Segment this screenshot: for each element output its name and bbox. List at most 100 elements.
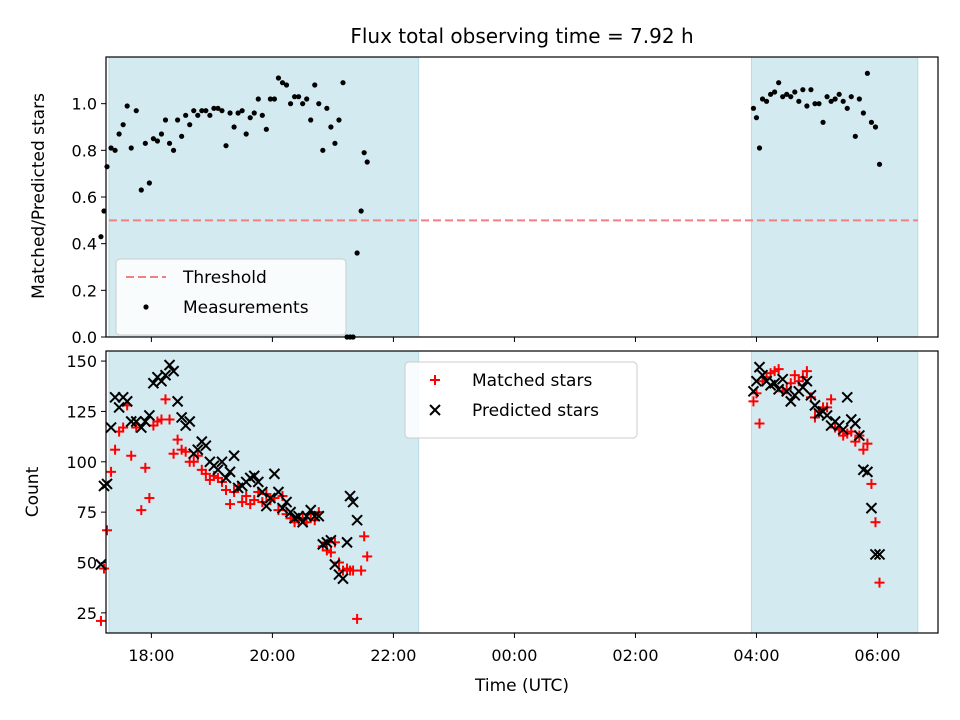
point-dot [780,94,786,100]
point-plus [362,551,373,562]
point-dot [848,94,854,100]
point-dot [227,110,233,116]
point-dot [112,147,118,153]
y-tick-label: 0.8 [72,141,97,160]
point-dot [759,96,766,102]
point-plus [748,396,759,407]
point-x [341,536,353,549]
shaded-interval-0 [108,350,420,634]
point-dot [239,108,245,114]
point-dot [324,105,330,111]
point-dot [840,98,846,104]
point-plus [144,493,155,504]
point-x [125,415,137,428]
point-dot [804,103,810,109]
y-tick-label: 75 [77,503,97,522]
point-dot [191,108,197,114]
point-dot [243,131,249,137]
point-dot [287,101,294,107]
point-plus [241,491,252,502]
point-x [837,423,849,436]
point-x [159,369,172,381]
point-dot [776,80,782,86]
point-plus [862,438,873,449]
x-tick-label: 04:00 [733,646,779,665]
point-dot [247,115,253,121]
legend-swatch [429,404,441,416]
point-x [873,548,886,561]
point-dot [231,124,237,130]
point-x [113,401,125,414]
point-dot [150,136,156,142]
y-tick-label: 150 [66,352,97,371]
point-x [309,510,321,522]
point-x [135,421,148,434]
top-panel: 0.0 0.2 0.4 0.6 0.8 1.0 Threshold Measurements [72,56,939,347]
point-plus [866,478,877,489]
point-dot [179,133,185,139]
point-dot [296,94,302,100]
point-x [228,450,240,462]
point-dot [223,143,229,149]
point-plus [106,466,117,477]
point-dot [767,91,774,97]
point-dot [98,234,104,240]
point-x [163,359,176,371]
point-dot [316,101,322,107]
y-tick-label: 125 [66,402,97,421]
point-dot [211,105,217,111]
point-dot [304,96,310,102]
point-x [805,389,817,402]
point-x [753,361,766,373]
point-dot [332,140,338,146]
point-x [337,572,349,585]
point-dot [763,98,770,104]
point-dot [154,138,161,144]
point-plus [102,525,113,536]
point-dot [792,89,798,95]
point-x [200,439,212,452]
point-dot [124,103,130,109]
point-dot [267,96,273,102]
point-plus [789,370,800,381]
point-x [268,468,281,480]
point-x [329,558,341,571]
point-x [143,409,156,422]
point-x [305,504,317,516]
point-dot [820,119,826,125]
legend-label: Threshold [182,268,267,288]
point-x [155,375,168,387]
point-x [264,492,277,504]
point-dot [203,108,209,114]
point-plus [160,394,171,405]
point-dot [808,87,814,93]
point-dot [108,145,114,151]
point-x [167,365,180,377]
point-dot [170,147,177,153]
bottom-y-axis-label: Count [23,466,43,517]
point-dot [864,70,871,76]
point-x [747,385,760,397]
series-dot [98,70,883,340]
point-plus [172,434,183,445]
point-dot [251,110,257,116]
point-dot [158,131,165,137]
point-plus [136,505,147,516]
plot-frame [105,350,939,634]
point-dot [283,82,290,88]
point-x [781,385,793,397]
point-x [192,443,204,456]
top-y-axis-label: Matched/Predicted stars [29,93,49,299]
legend-label: Predicted stars [472,401,599,421]
legend: Threshold Measurements [115,258,347,336]
point-dot [101,208,107,214]
point-dot [207,112,213,118]
point-x [809,399,821,412]
point-plus [200,468,211,479]
point-x [175,411,188,424]
point-x [276,502,289,514]
y-tick-label: 100 [66,453,97,472]
x-tick-label: 18:00 [128,646,174,665]
point-dot [800,87,806,93]
point-x [801,375,813,387]
